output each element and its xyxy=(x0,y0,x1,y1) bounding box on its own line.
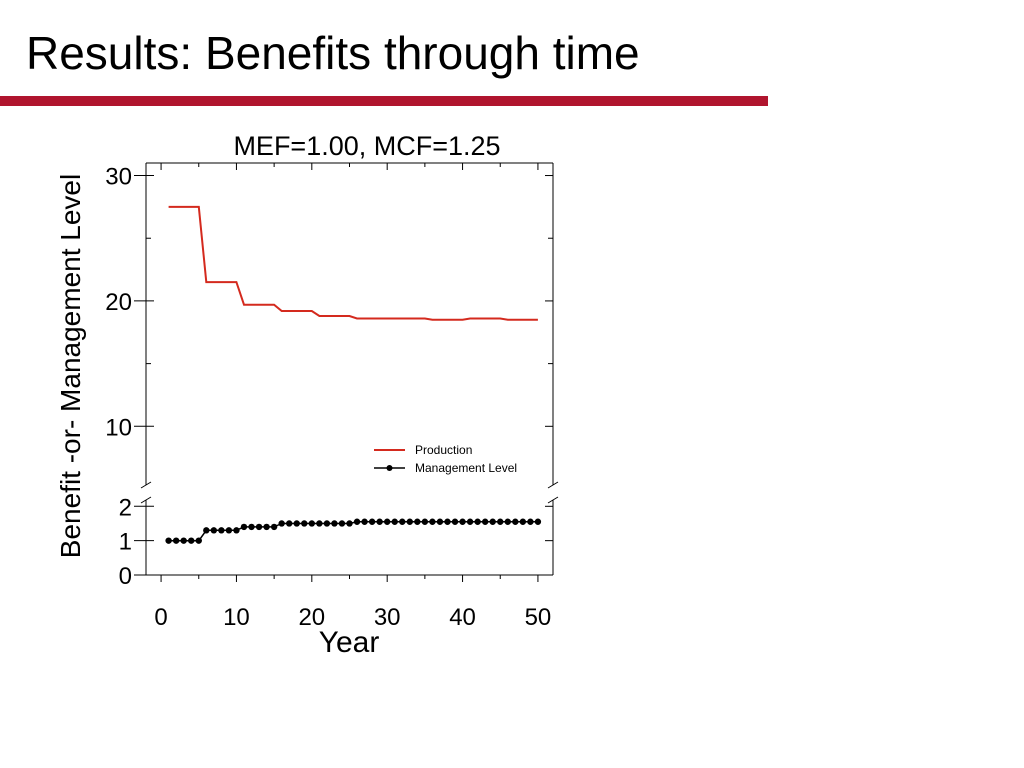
management-level-point xyxy=(399,518,406,525)
y-tick-label: 1 xyxy=(119,529,132,556)
management-level-point xyxy=(361,518,368,525)
management-level-point xyxy=(255,523,263,531)
management-level-point xyxy=(527,518,534,525)
management-level-point xyxy=(489,518,496,525)
management-level-point xyxy=(519,518,527,525)
management-level-point xyxy=(301,520,308,527)
legend-label: Production xyxy=(415,443,472,457)
management-level-point xyxy=(308,520,316,527)
management-level-point xyxy=(270,523,278,531)
management-level-point xyxy=(233,527,240,534)
legend-marker xyxy=(386,465,393,471)
axes: 0 10 20 30 40 50 10 20 30 0 1 2 xyxy=(105,162,559,631)
x-tick-label: 10 xyxy=(223,604,250,631)
management-level-point xyxy=(414,518,421,525)
management-level-point xyxy=(504,518,511,525)
management-level-point xyxy=(451,518,459,525)
management-level-point xyxy=(346,520,353,527)
management-level-point xyxy=(497,518,504,525)
management-level-point xyxy=(429,518,436,525)
y-axis-label: Benefit -or- Management Level xyxy=(55,174,86,558)
management-level-point xyxy=(188,537,195,544)
management-level-point xyxy=(263,523,270,531)
management-level-point xyxy=(406,518,413,525)
management-level-point xyxy=(338,520,346,527)
management-level-point xyxy=(293,520,300,527)
axis-break-mark xyxy=(547,496,559,504)
management-level-point xyxy=(331,520,338,527)
series-layer xyxy=(165,205,542,544)
management-level-point xyxy=(203,527,210,534)
management-level-point xyxy=(421,518,429,525)
management-level-point xyxy=(534,518,542,525)
management-level-point xyxy=(376,518,383,525)
y-tick-label: 0 xyxy=(119,563,132,590)
management-level-point xyxy=(383,518,391,525)
management-level-point xyxy=(218,527,225,534)
management-level-point xyxy=(210,527,218,534)
x-tick-label: 20 xyxy=(298,604,325,631)
x-axis-label: Year xyxy=(319,626,380,659)
y-tick-label: 20 xyxy=(105,289,132,316)
management-level-point xyxy=(240,523,248,531)
legend: Production Management Level xyxy=(374,443,517,475)
management-level-point xyxy=(316,520,323,527)
management-level-point xyxy=(512,518,519,525)
management-level-point xyxy=(248,523,255,531)
management-level-point xyxy=(353,518,361,525)
management-level-point xyxy=(391,518,398,525)
management-level-point xyxy=(436,518,444,525)
title-divider xyxy=(0,96,768,106)
management-level-point xyxy=(323,520,331,527)
management-level-point xyxy=(481,518,489,525)
management-level-point xyxy=(165,537,172,544)
management-level-point xyxy=(368,518,376,525)
axis-break-mark xyxy=(140,496,152,504)
management-level-point xyxy=(278,520,285,527)
slide-title: Results: Benefits through time xyxy=(26,27,640,79)
management-level-point xyxy=(195,537,202,544)
management-level-point xyxy=(459,518,466,525)
x-tick-label: 40 xyxy=(449,604,476,631)
management-level-point xyxy=(172,537,180,544)
x-tick-label: 30 xyxy=(374,604,401,631)
production-line xyxy=(168,205,538,321)
axis-break-mark xyxy=(140,481,152,489)
x-tick-label: 50 xyxy=(525,604,552,631)
y-tick-label: 2 xyxy=(119,494,132,521)
management-level-point xyxy=(466,518,474,525)
management-level-point xyxy=(180,537,187,544)
management-level-point xyxy=(444,518,451,525)
management-level-point xyxy=(286,520,293,527)
chart-title: MEF=1.00, MCF=1.25 xyxy=(233,131,500,161)
management-level-point xyxy=(225,527,233,534)
axis-break-mark xyxy=(547,481,559,489)
y-tick-label: 30 xyxy=(105,164,132,191)
management-level-point xyxy=(474,518,481,525)
legend-label: Management Level xyxy=(415,461,517,475)
x-tick-label: 0 xyxy=(154,604,167,631)
y-tick-label: 10 xyxy=(105,414,132,441)
